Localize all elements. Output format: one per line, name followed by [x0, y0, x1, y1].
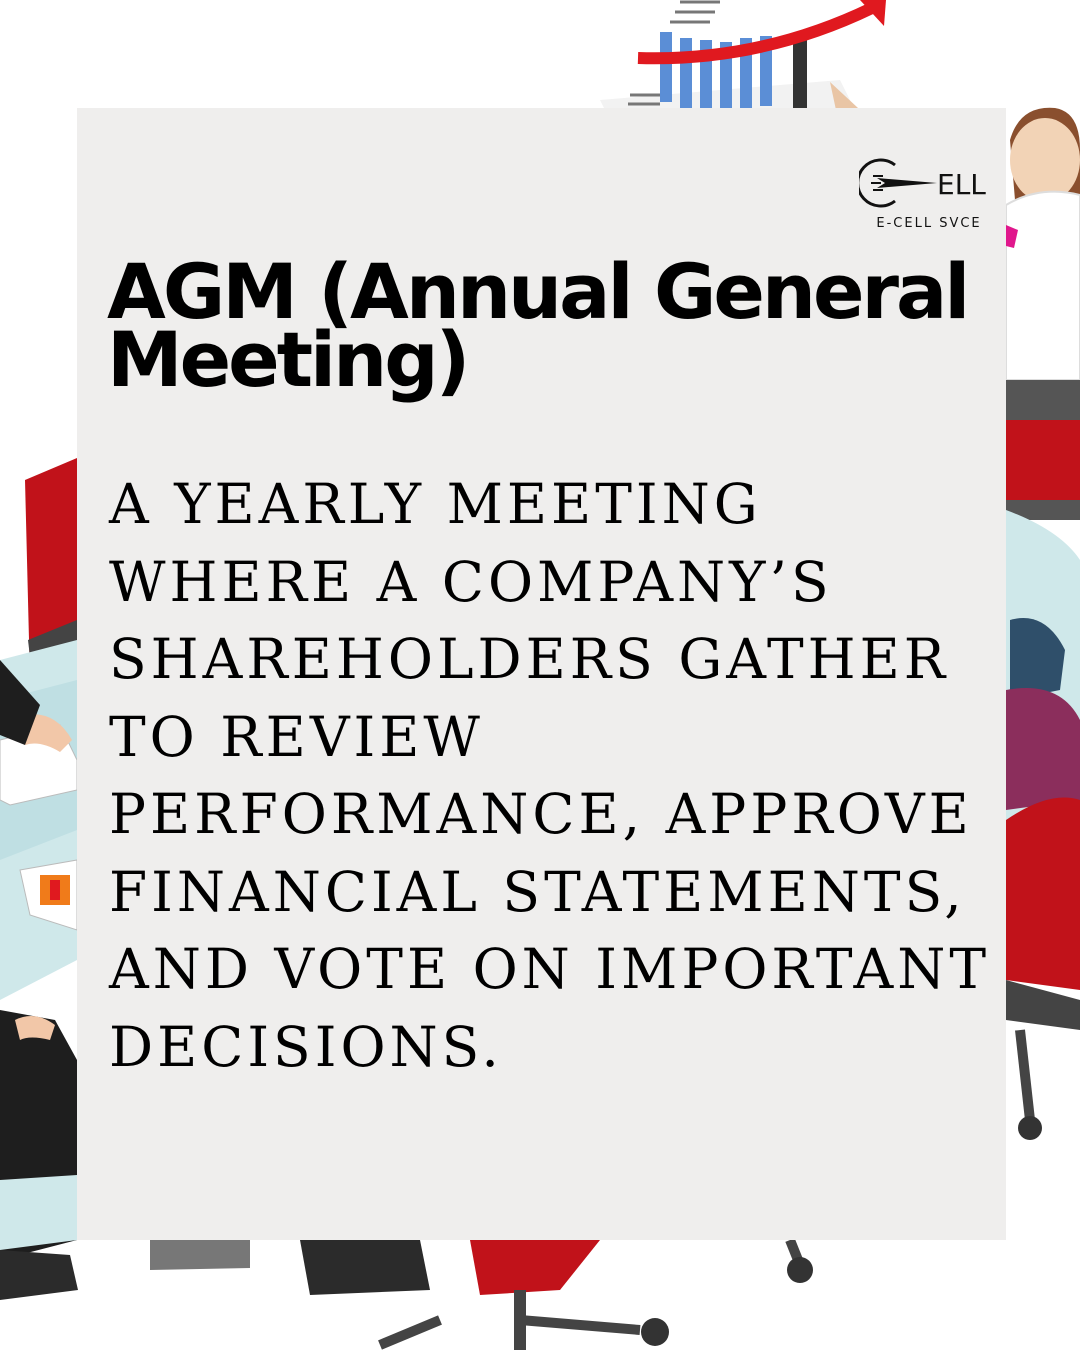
paper-plane-icon: ELL	[856, 158, 986, 208]
logo-text: E-CELL SVCE	[876, 216, 982, 231]
right-meeting-scene	[1006, 420, 1080, 1140]
left-meeting-scene	[0, 458, 78, 1300]
definition-card: ELL E-CELL SVCE AGM (Annual General Meet…	[77, 108, 1006, 1240]
definition-text: A yearly meeting where a company’s share…	[109, 472, 991, 1079]
e-cell-logo: ELL E-CELL SVCE	[856, 152, 999, 242]
logo-mark-text: ELL	[937, 168, 986, 201]
page-title: AGM (Annual General Meeting)	[107, 247, 970, 404]
bottom-chairs	[150, 1238, 813, 1350]
